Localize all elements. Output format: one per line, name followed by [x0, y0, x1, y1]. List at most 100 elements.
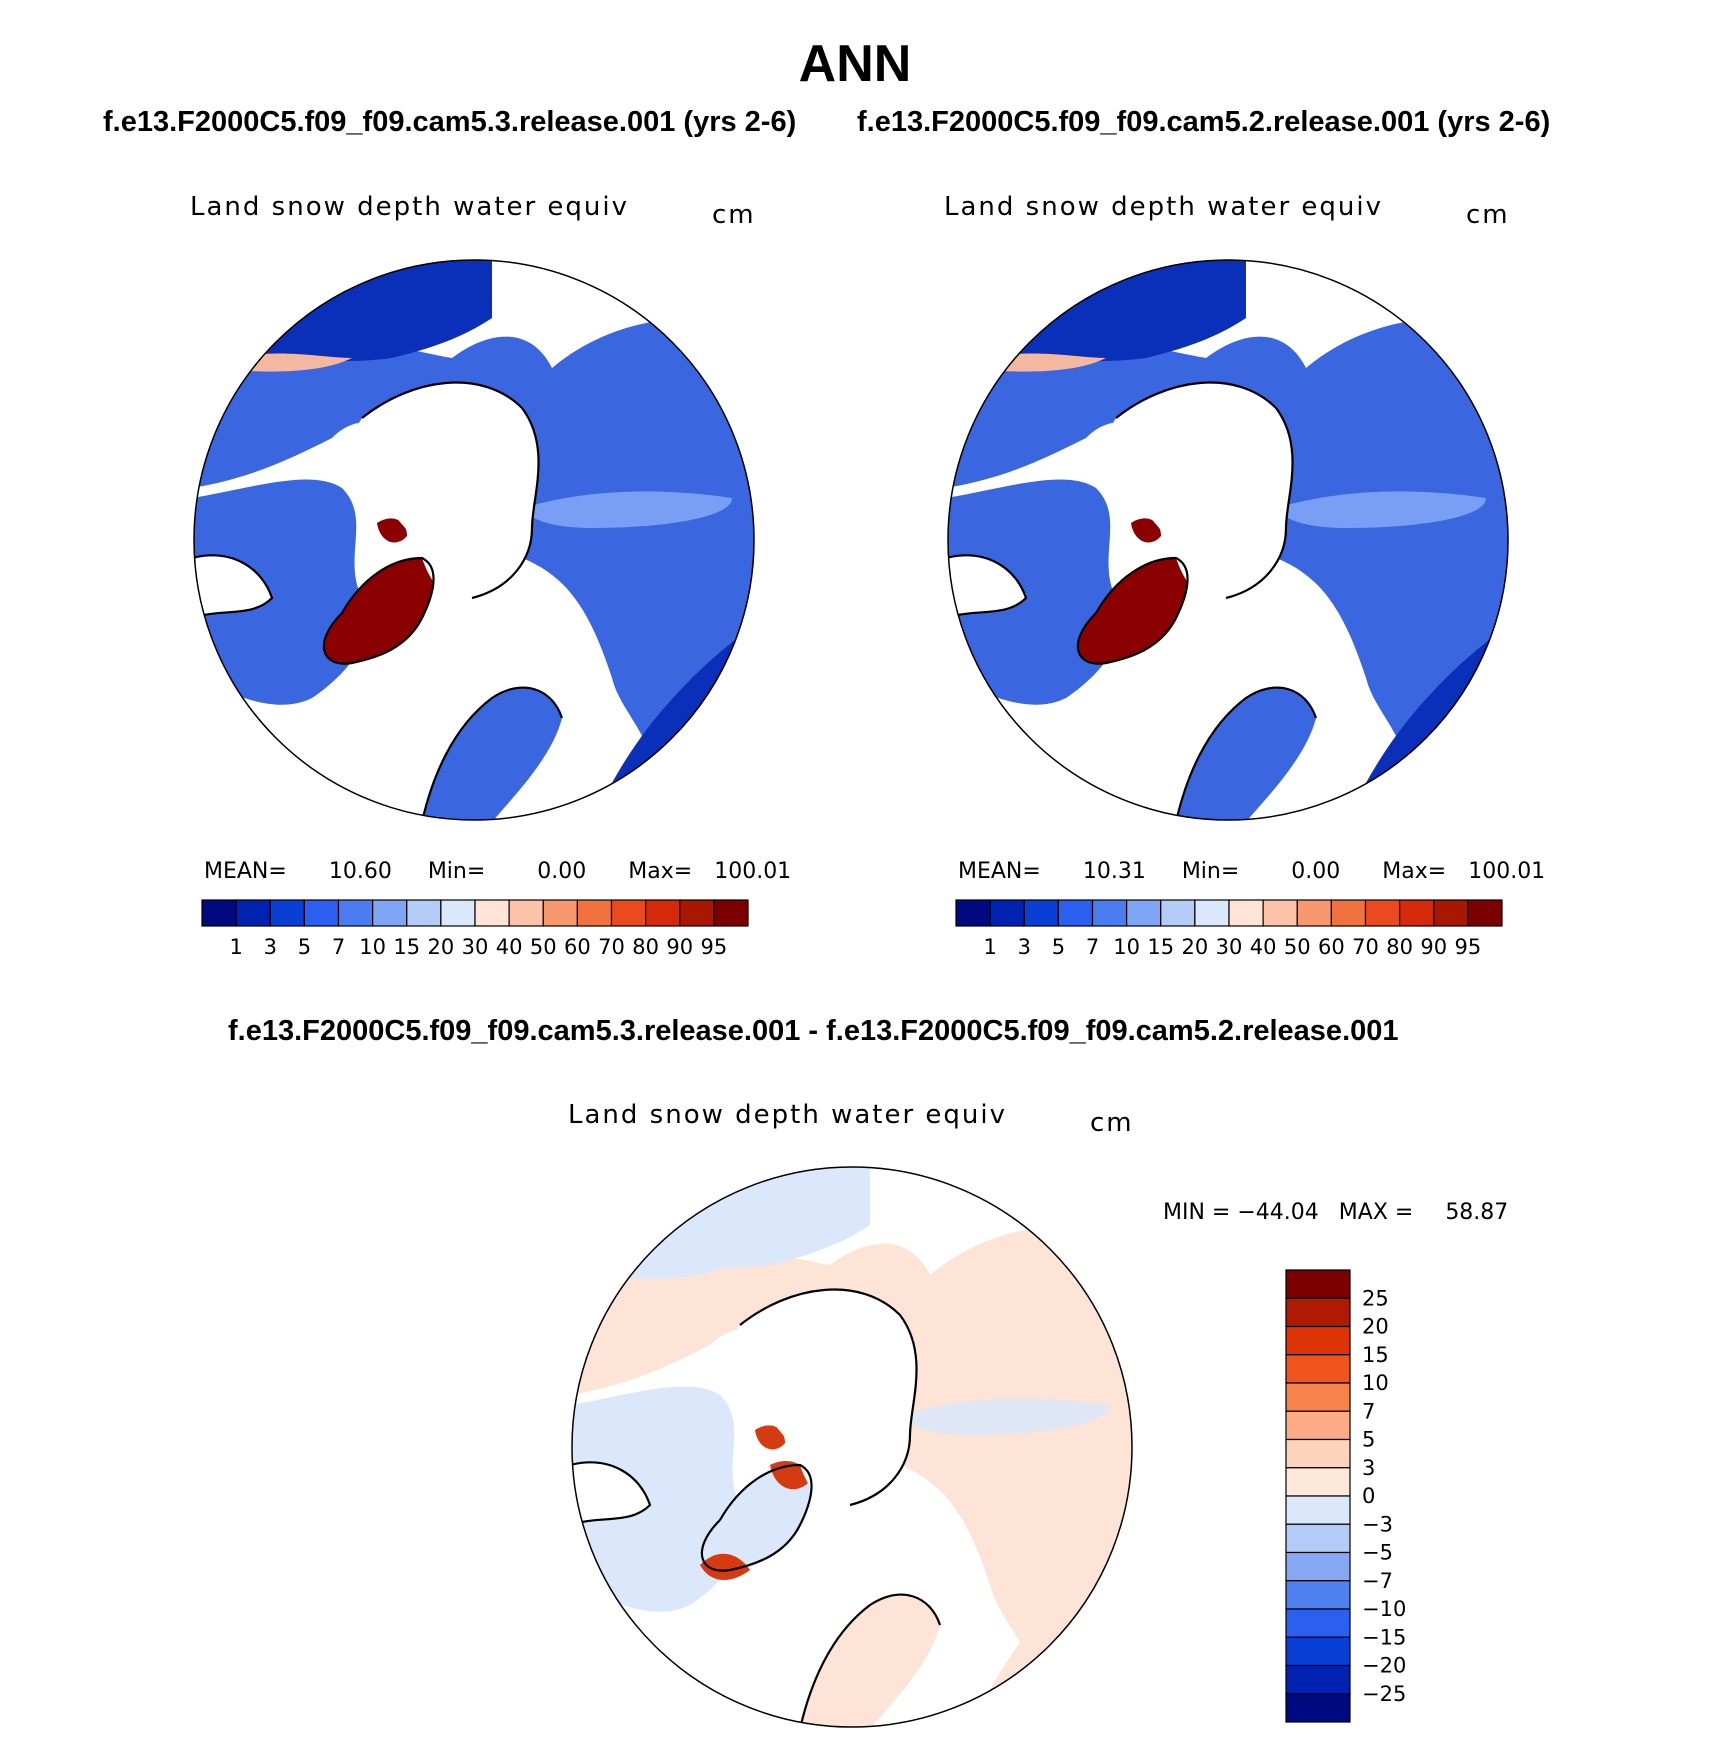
colorbar-tick-label: 40	[1250, 935, 1277, 959]
colorbar-swatch	[1285, 1551, 1351, 1582]
colorbar-tick-label: 15	[1362, 1343, 1389, 1367]
colorbar-swatch	[1285, 1608, 1351, 1638]
colorbar-swatch	[1285, 1269, 1351, 1299]
colorbar-tick-label: 90	[666, 935, 693, 959]
colorbar-swatch	[1433, 899, 1469, 927]
colorbar-tick-label: 0	[1362, 1484, 1375, 1508]
map-border	[947, 259, 1509, 821]
map-border	[193, 259, 755, 821]
colorbar-tick-label: 60	[564, 935, 591, 959]
colorbar-swatch	[679, 899, 715, 927]
colorbar-swatch	[542, 899, 578, 927]
colorbar-tick-label: 90	[1420, 935, 1447, 959]
diff-variable: Land snow depth water equiv	[568, 1100, 1007, 1130]
colorbar-tick-label: 30	[1216, 935, 1243, 959]
colorbar-swatch	[1160, 899, 1196, 927]
panel2-units: cm	[1466, 200, 1510, 230]
colorbar-tick-label: 40	[496, 935, 523, 959]
panel1-units: cm	[712, 200, 756, 230]
panel1-max-label: Max=	[628, 859, 693, 884]
colorbar-tick-label: 10	[1362, 1371, 1389, 1395]
greenland	[701, 1465, 812, 1571]
colorbar-swatch	[1285, 1495, 1351, 1525]
colorbar-swatch	[1285, 1297, 1351, 1328]
colorbar-swatch	[1399, 899, 1435, 927]
colorbar-tick-label: 10	[359, 935, 386, 959]
ellesmere-patch	[377, 518, 407, 543]
colorbar-swatch	[576, 899, 613, 927]
scandinavia-land	[422, 687, 562, 820]
colorbar-swatch	[1285, 1325, 1351, 1356]
colorbar-tick-label: 5	[1052, 935, 1065, 959]
arctic-ocean	[731, 1289, 917, 1508]
colorbar-swatch	[955, 899, 991, 927]
hudson-bay	[572, 1462, 650, 1525]
colorbar-swatch	[713, 899, 749, 927]
colorbar-tick-label: 20	[1182, 935, 1209, 959]
colorbar-tick-label: 5	[298, 935, 311, 959]
colorbar-tick-label: −25	[1362, 1682, 1406, 1706]
case2-title: f.e13.F2000C5.f09_f09.cam5.2.release.001…	[857, 106, 1551, 138]
colorbar-tick-label: 7	[332, 935, 345, 959]
panel2-max-value: 100.01	[1468, 859, 1546, 884]
greenland-edge-red	[700, 1553, 750, 1581]
colorbar-tick-label: 1	[229, 935, 242, 959]
diff-max-label: MAX =	[1338, 1200, 1414, 1225]
colorbar-swatch	[303, 899, 340, 927]
panel2-polar-map	[947, 259, 1509, 821]
colorbar-swatch	[1091, 899, 1128, 927]
colorbar-tick-label: −7	[1362, 1569, 1393, 1593]
panel2-variable: Land snow depth water equiv	[944, 192, 1383, 222]
panel2-min-label: Min=	[1181, 859, 1240, 884]
colorbar-tick-label: 3	[264, 935, 277, 959]
colorbar-swatch	[1194, 899, 1230, 927]
colorbar-swatch	[201, 899, 237, 927]
colorbar-swatch	[1364, 899, 1401, 927]
colorbar-swatch	[1285, 1354, 1351, 1384]
panel1-max-value: 100.01	[714, 859, 792, 884]
panel2-colorbar: 1 3 5 7 10 15 20 30 40 50 60 70 80 90 95	[955, 899, 1503, 959]
panel1-min-value: 0.00	[537, 859, 587, 884]
panel1-colorbar: 1 3 5 7 10 15 20 30 40 50 60 70 80 90 95	[201, 899, 749, 959]
colorbar-swatch	[1285, 1664, 1351, 1695]
arctic-ocean	[1107, 382, 1293, 601]
coastline	[572, 1288, 942, 1727]
colorbar-tick-label: 25	[1362, 1286, 1389, 1310]
panel2-mean-value: 10.31	[1082, 859, 1146, 884]
colorbar-swatch	[1285, 1636, 1351, 1667]
colorbar-tick-label: −5	[1362, 1541, 1393, 1565]
arctic-ocean	[353, 382, 539, 601]
colorbar-tick-label: 30	[462, 935, 489, 959]
hudson-bay	[194, 555, 272, 618]
colorbar-tick-label: 70	[598, 935, 625, 959]
light-streak	[900, 1398, 1110, 1435]
panel1-mean-label: MEAN=	[204, 859, 287, 884]
map-field	[572, 1167, 1132, 1727]
eurasia-land	[194, 318, 754, 820]
colorbar-tick-label: 10	[1113, 935, 1140, 959]
colorbar-tick-label: 1	[983, 935, 996, 959]
colorbar-tick-label: 5	[1362, 1428, 1375, 1452]
colorbar-swatch	[1285, 1382, 1351, 1412]
colorbar-swatch	[645, 899, 681, 927]
colorbar-swatch	[610, 899, 647, 927]
eurasia-land	[948, 318, 1508, 820]
panel2-mean-label: MEAN=	[958, 859, 1041, 884]
colorbar-tick-label: −20	[1362, 1654, 1406, 1678]
light-streak	[1276, 491, 1486, 528]
scandinavia-land	[800, 1594, 940, 1727]
colorbar-tick-label: 20	[428, 935, 455, 959]
greenland	[1077, 558, 1188, 664]
panel1-polar-map	[193, 259, 755, 821]
colorbar-swatch	[406, 899, 442, 927]
colorbar-swatch	[1285, 1467, 1351, 1497]
coastline	[948, 381, 1318, 820]
colorbar-tick-label: 95	[1455, 935, 1482, 959]
colorbar-tick-label: 80	[1386, 935, 1413, 959]
hudson-bay	[948, 555, 1026, 618]
colorbar-swatch	[440, 899, 476, 927]
eurasia-land	[572, 1225, 1132, 1727]
diff-polar-map	[571, 1166, 1133, 1728]
colorbar-tick-label: −3	[1362, 1512, 1393, 1536]
colorbar-tick-label: 95	[701, 935, 728, 959]
